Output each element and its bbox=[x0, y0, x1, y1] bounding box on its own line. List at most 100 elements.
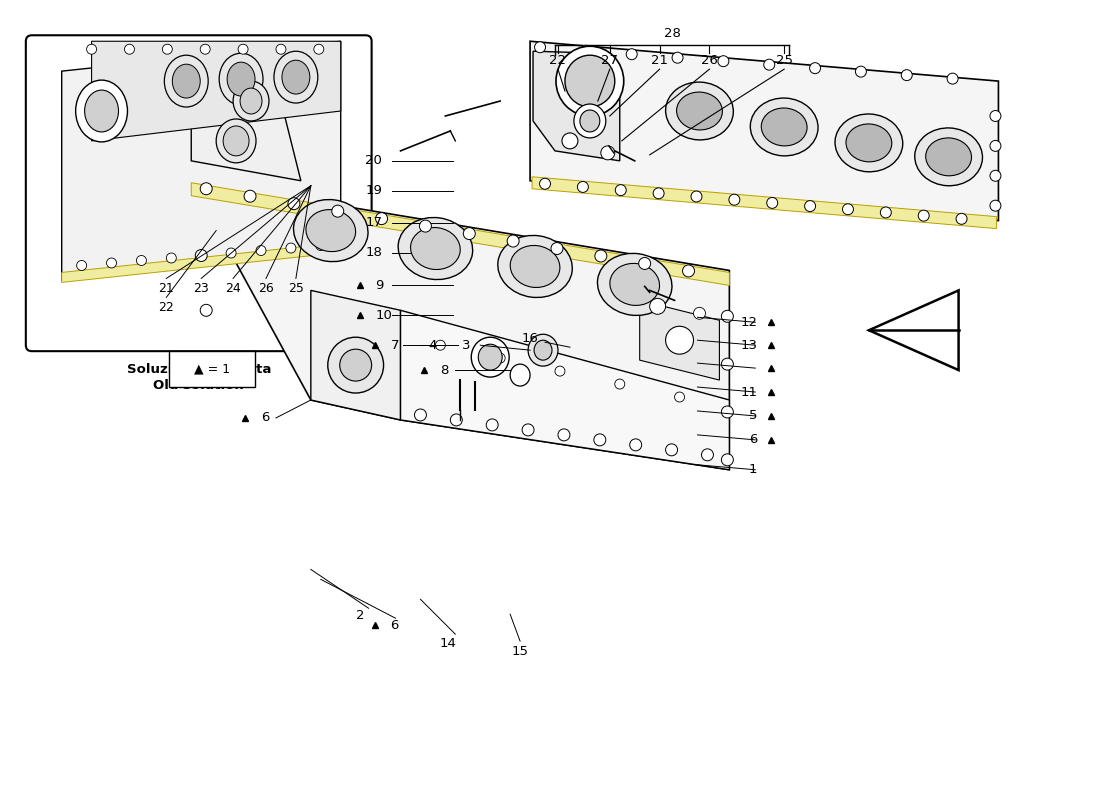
Circle shape bbox=[415, 409, 427, 421]
Text: 5: 5 bbox=[749, 410, 757, 422]
Circle shape bbox=[595, 250, 607, 262]
Ellipse shape bbox=[478, 344, 503, 370]
Text: 19: 19 bbox=[365, 184, 382, 198]
Ellipse shape bbox=[846, 124, 892, 162]
Ellipse shape bbox=[574, 104, 606, 138]
Circle shape bbox=[556, 366, 565, 376]
Text: 26: 26 bbox=[701, 54, 718, 66]
Text: 6: 6 bbox=[390, 618, 399, 632]
Text: 7: 7 bbox=[390, 338, 399, 352]
Circle shape bbox=[880, 207, 891, 218]
Circle shape bbox=[200, 44, 210, 54]
Circle shape bbox=[763, 59, 774, 70]
Circle shape bbox=[653, 188, 664, 199]
Text: 15: 15 bbox=[512, 645, 529, 658]
Circle shape bbox=[901, 70, 912, 81]
Circle shape bbox=[722, 310, 734, 322]
Ellipse shape bbox=[173, 64, 200, 98]
Circle shape bbox=[601, 146, 615, 160]
FancyBboxPatch shape bbox=[25, 35, 372, 351]
Polygon shape bbox=[869, 290, 958, 370]
Circle shape bbox=[626, 49, 637, 60]
Ellipse shape bbox=[76, 80, 128, 142]
Text: 6: 6 bbox=[749, 434, 757, 446]
Ellipse shape bbox=[597, 254, 672, 315]
Ellipse shape bbox=[164, 55, 208, 107]
Circle shape bbox=[718, 56, 729, 66]
Ellipse shape bbox=[915, 128, 982, 186]
Text: Soluzione superata: Soluzione superata bbox=[126, 363, 271, 376]
Circle shape bbox=[286, 243, 296, 253]
Text: 21: 21 bbox=[651, 54, 668, 66]
Circle shape bbox=[495, 353, 505, 363]
Text: 17: 17 bbox=[365, 216, 382, 229]
Circle shape bbox=[990, 170, 1001, 182]
Circle shape bbox=[691, 191, 702, 202]
Circle shape bbox=[87, 44, 97, 54]
Text: 8: 8 bbox=[440, 364, 449, 377]
Circle shape bbox=[200, 304, 212, 316]
Circle shape bbox=[375, 213, 387, 225]
Text: 14: 14 bbox=[440, 637, 456, 650]
Ellipse shape bbox=[398, 218, 473, 279]
Ellipse shape bbox=[294, 199, 368, 262]
Circle shape bbox=[196, 250, 206, 261]
Circle shape bbox=[535, 42, 546, 53]
Ellipse shape bbox=[85, 90, 119, 132]
Polygon shape bbox=[191, 81, 301, 181]
Circle shape bbox=[539, 178, 550, 190]
Circle shape bbox=[332, 205, 343, 217]
Circle shape bbox=[956, 214, 967, 224]
Circle shape bbox=[314, 44, 323, 54]
Text: 6: 6 bbox=[261, 411, 270, 425]
Circle shape bbox=[666, 444, 678, 456]
Ellipse shape bbox=[306, 210, 355, 252]
Polygon shape bbox=[530, 42, 999, 221]
Circle shape bbox=[702, 449, 714, 461]
Ellipse shape bbox=[676, 92, 723, 130]
Ellipse shape bbox=[926, 138, 971, 176]
Text: 22: 22 bbox=[158, 301, 174, 314]
Text: 1: 1 bbox=[749, 463, 757, 476]
Circle shape bbox=[666, 326, 693, 354]
Circle shape bbox=[722, 358, 734, 370]
Circle shape bbox=[650, 298, 666, 314]
Polygon shape bbox=[400, 310, 729, 470]
Ellipse shape bbox=[227, 62, 255, 96]
Circle shape bbox=[581, 46, 592, 56]
Circle shape bbox=[276, 44, 286, 54]
Circle shape bbox=[328, 338, 384, 393]
Ellipse shape bbox=[510, 364, 530, 386]
Circle shape bbox=[463, 228, 475, 239]
Text: 12: 12 bbox=[740, 316, 757, 329]
Text: ▲ = 1: ▲ = 1 bbox=[194, 362, 230, 376]
Circle shape bbox=[238, 44, 249, 54]
Ellipse shape bbox=[240, 88, 262, 114]
Circle shape bbox=[615, 185, 626, 196]
Polygon shape bbox=[532, 177, 997, 229]
Circle shape bbox=[578, 182, 588, 193]
Circle shape bbox=[107, 258, 117, 268]
Circle shape bbox=[136, 255, 146, 266]
Circle shape bbox=[419, 220, 431, 232]
Polygon shape bbox=[191, 182, 729, 286]
Text: 9: 9 bbox=[375, 279, 384, 292]
FancyBboxPatch shape bbox=[169, 351, 255, 387]
Text: 10: 10 bbox=[375, 309, 393, 322]
Circle shape bbox=[693, 307, 705, 319]
Circle shape bbox=[629, 439, 641, 451]
Circle shape bbox=[200, 182, 212, 194]
Circle shape bbox=[288, 198, 300, 210]
Circle shape bbox=[316, 241, 326, 250]
Text: 25: 25 bbox=[776, 54, 793, 66]
Ellipse shape bbox=[580, 110, 600, 132]
Ellipse shape bbox=[233, 81, 270, 121]
Circle shape bbox=[722, 406, 734, 418]
Circle shape bbox=[810, 62, 821, 74]
Ellipse shape bbox=[565, 55, 615, 107]
Circle shape bbox=[195, 250, 207, 262]
Circle shape bbox=[77, 261, 87, 270]
Text: 22: 22 bbox=[550, 54, 566, 66]
Polygon shape bbox=[62, 42, 341, 281]
Text: 26: 26 bbox=[258, 282, 274, 295]
